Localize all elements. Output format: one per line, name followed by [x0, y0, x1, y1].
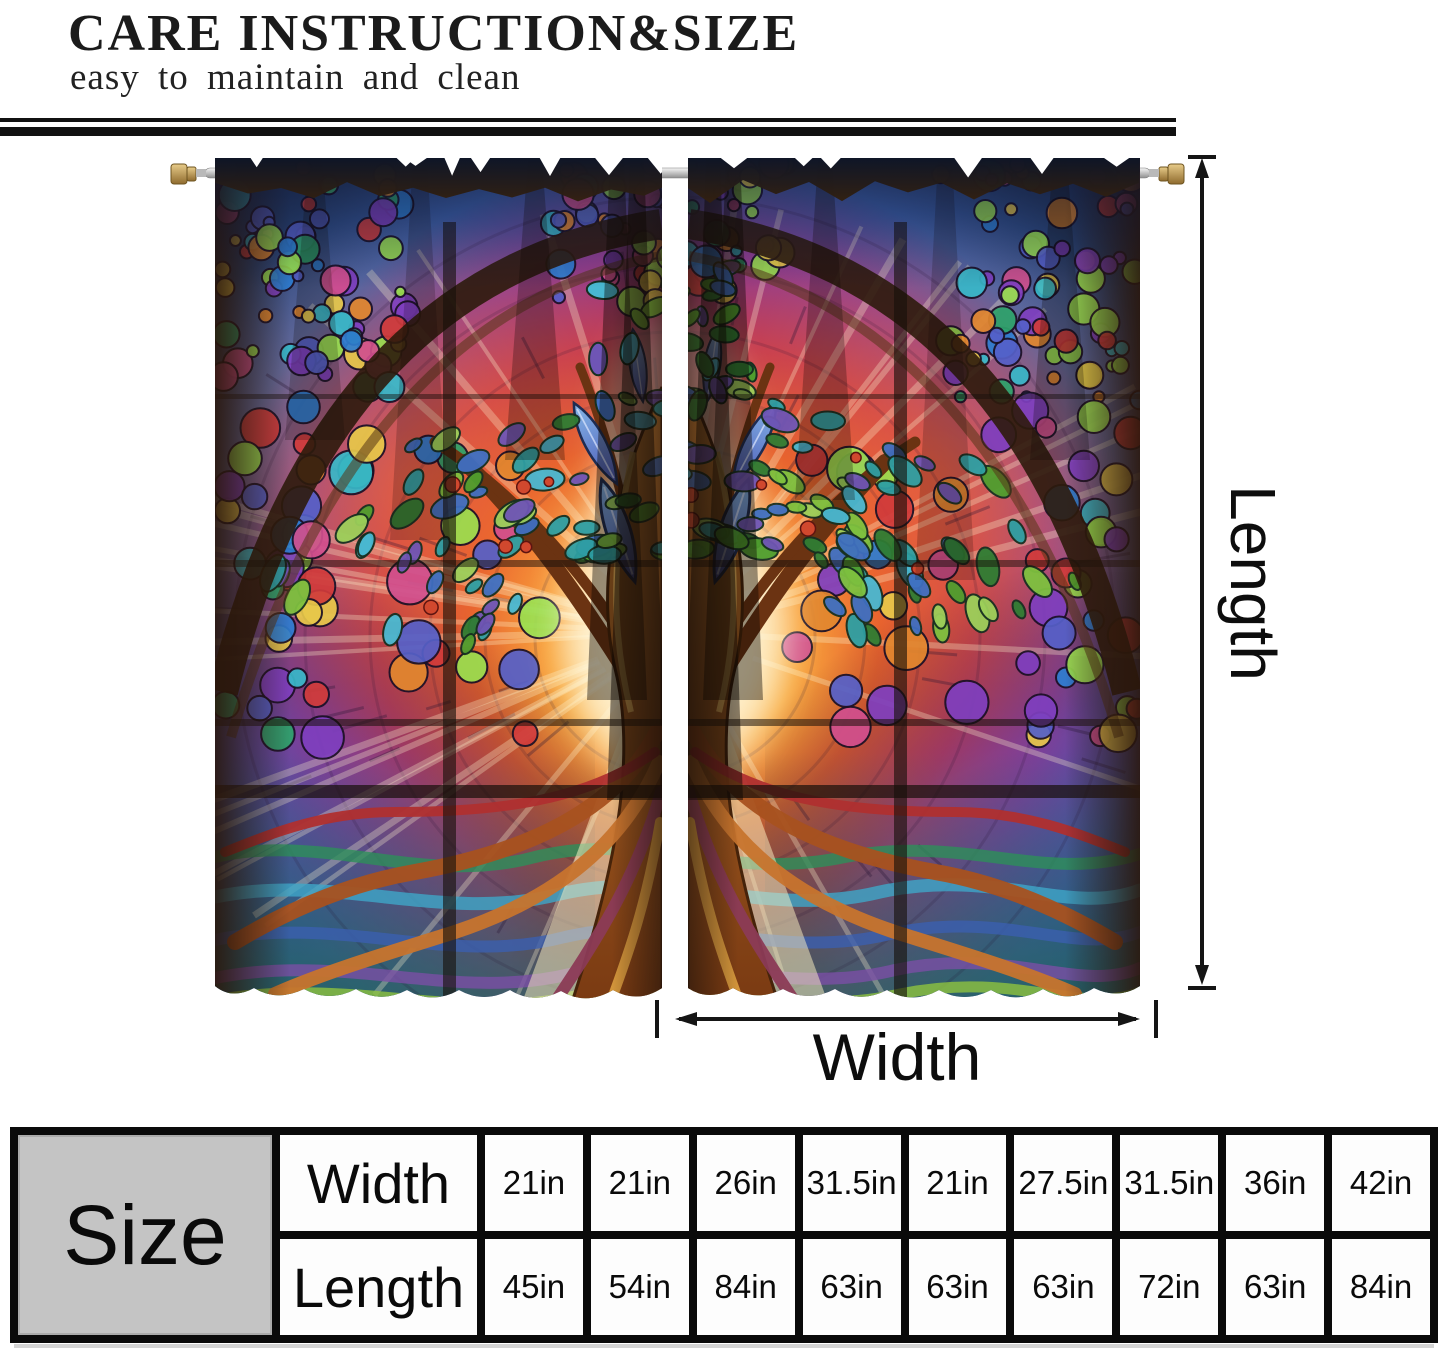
width-value-cell: 31.5in [1120, 1135, 1219, 1231]
length-value-cell: 63in [908, 1239, 1007, 1335]
width-value-cell: 31.5in [802, 1135, 901, 1231]
length-value-cell: 54in [590, 1239, 689, 1335]
width-row-header: Width [280, 1135, 477, 1231]
width-value-cell: 26in [696, 1135, 795, 1231]
size-corner-cell: Size [18, 1135, 272, 1335]
rod-finial-right [1149, 163, 1185, 185]
table-shadow [14, 1344, 1434, 1348]
length-value-cell: 63in [1226, 1239, 1325, 1335]
divider-line-thick [0, 127, 1176, 136]
fabric-fold-shadows [285, 160, 1090, 800]
width-value-cell: 21in [908, 1135, 1007, 1231]
length-value-cell: 63in [1014, 1239, 1113, 1335]
page-subtitle: easy to maintain and clean [70, 57, 521, 98]
width-value-cell: 21in [485, 1135, 583, 1231]
length-value-cell: 84in [696, 1239, 795, 1335]
length-label: Length [1217, 485, 1289, 681]
curtain-panels [215, 158, 1140, 999]
length-row-header: Length [280, 1239, 477, 1335]
width-label: Width [812, 1020, 982, 1094]
width-value-cell: 27.5in [1014, 1135, 1113, 1231]
length-value-cell: 45in [485, 1239, 583, 1335]
divider-line-thin [0, 118, 1176, 122]
curtain-product-image [170, 158, 1185, 999]
length-value-cell: 84in [1332, 1239, 1430, 1335]
rod-finial-left [170, 163, 206, 185]
width-value-cell: 42in [1332, 1135, 1430, 1231]
width-dimension-arrow [655, 1000, 1158, 1038]
size-chart-table: Size Width 21in 21in 26in 31.5in 21in 27… [10, 1127, 1438, 1343]
length-value-cell: 63in [802, 1239, 901, 1335]
length-value-cell: 72in [1120, 1239, 1219, 1335]
length-dimension-arrow [1188, 155, 1216, 990]
page-title: CARE INSTRUCTION&SIZE [68, 5, 800, 62]
width-value-cell: 21in [590, 1135, 689, 1231]
width-value-cell: 36in [1226, 1135, 1325, 1231]
